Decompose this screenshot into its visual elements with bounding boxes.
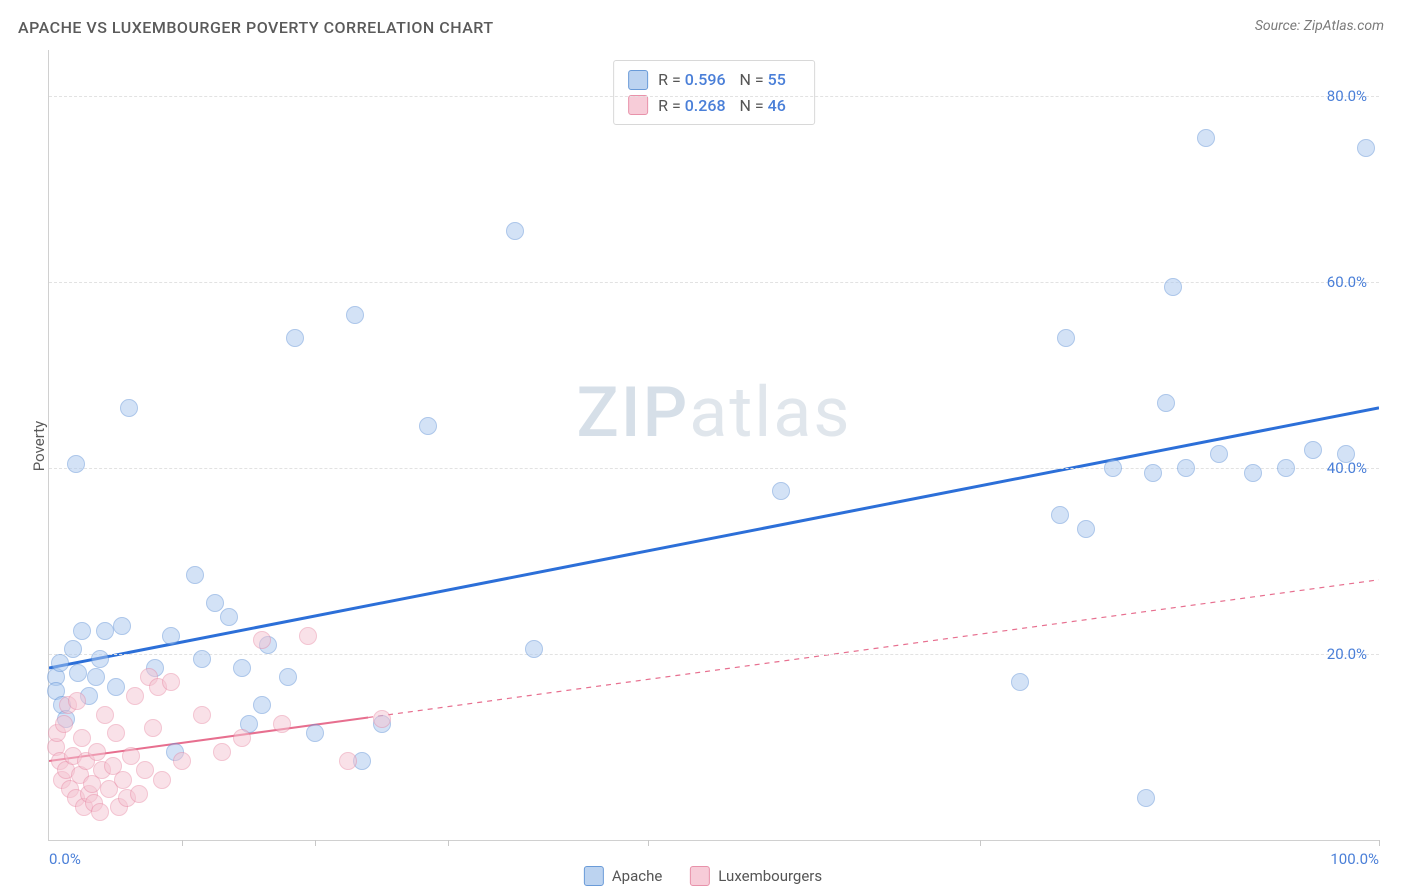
scatter-point <box>525 640 543 658</box>
legend-swatch <box>690 866 710 886</box>
watermark: ZIPatlas <box>577 372 852 454</box>
gridline-horizontal <box>49 96 1379 97</box>
correlation-legend: R = 0.596N = 55R = 0.268N = 46 <box>613 60 815 125</box>
scatter-point <box>136 761 154 779</box>
scatter-point <box>144 719 162 737</box>
scatter-plot-area: ZIPatlas R = 0.596N = 55R = 0.268N = 46 … <box>48 50 1379 841</box>
scatter-point <box>96 706 114 724</box>
scatter-point <box>213 743 231 761</box>
scatter-point <box>68 692 86 710</box>
scatter-point <box>186 566 204 584</box>
x-tick-minor <box>448 840 449 846</box>
x-tick-minor <box>182 840 183 846</box>
scatter-point <box>220 608 238 626</box>
scatter-point <box>114 771 132 789</box>
legend-stats-text: R = 0.596N = 55 <box>658 67 800 93</box>
scatter-point <box>1164 278 1182 296</box>
scatter-point <box>120 399 138 417</box>
scatter-point <box>126 687 144 705</box>
scatter-point <box>69 664 87 682</box>
legend-label: Apache <box>612 867 662 885</box>
scatter-point <box>1210 445 1228 463</box>
y-tick-label: 80.0% <box>1327 87 1367 105</box>
x-tick-minor <box>1379 840 1380 846</box>
scatter-point <box>279 668 297 686</box>
x-tick-minor <box>315 840 316 846</box>
scatter-point <box>346 306 364 324</box>
legend-item: Luxembourgers <box>690 866 822 886</box>
scatter-point <box>1051 506 1069 524</box>
scatter-point <box>91 803 109 821</box>
scatter-point <box>67 455 85 473</box>
scatter-point <box>1157 394 1175 412</box>
scatter-point <box>233 659 251 677</box>
scatter-point <box>130 785 148 803</box>
x-tick-minor <box>980 840 981 846</box>
scatter-point <box>1011 673 1029 691</box>
scatter-point <box>253 631 271 649</box>
scatter-point <box>107 724 125 742</box>
y-axis-label: Poverty <box>30 421 48 471</box>
scatter-point <box>339 752 357 770</box>
x-tick-minor <box>648 840 649 846</box>
scatter-point <box>96 622 114 640</box>
scatter-point <box>88 743 106 761</box>
scatter-point <box>373 710 391 728</box>
scatter-point <box>162 627 180 645</box>
scatter-point <box>91 650 109 668</box>
source-attribution: Source: ZipAtlas.com <box>1255 18 1384 34</box>
scatter-point <box>113 617 131 635</box>
scatter-point <box>299 627 317 645</box>
scatter-point <box>1277 459 1295 477</box>
scatter-point <box>51 654 69 672</box>
scatter-point <box>306 724 324 742</box>
scatter-point <box>193 706 211 724</box>
gridline-horizontal <box>49 654 1379 655</box>
scatter-point <box>55 715 73 733</box>
scatter-point <box>1177 459 1195 477</box>
scatter-point <box>1144 464 1162 482</box>
scatter-point <box>273 715 291 733</box>
scatter-point <box>173 752 191 770</box>
scatter-point <box>1357 139 1375 157</box>
scatter-point <box>87 668 105 686</box>
legend-swatch <box>628 95 648 115</box>
scatter-point <box>253 696 271 714</box>
scatter-point <box>506 222 524 240</box>
scatter-point <box>419 417 437 435</box>
scatter-point <box>1337 445 1355 463</box>
y-tick-label: 20.0% <box>1327 645 1367 663</box>
series-legend: Apache Luxembourgers <box>584 866 822 886</box>
scatter-point <box>1057 329 1075 347</box>
scatter-point <box>107 678 125 696</box>
scatter-point <box>286 329 304 347</box>
scatter-point <box>193 650 211 668</box>
legend-item: Apache <box>584 866 662 886</box>
scatter-point <box>153 771 171 789</box>
scatter-point <box>1244 464 1262 482</box>
scatter-point <box>1197 129 1215 147</box>
scatter-point <box>73 622 91 640</box>
watermark-zip: ZIP <box>577 372 690 454</box>
scatter-point <box>1137 789 1155 807</box>
legend-swatch <box>584 866 604 886</box>
x-tick-label: 0.0% <box>49 850 81 868</box>
scatter-point <box>1104 459 1122 477</box>
legend-stats-row: R = 0.596N = 55 <box>628 67 800 93</box>
y-tick-label: 60.0% <box>1327 273 1367 291</box>
scatter-point <box>64 640 82 658</box>
scatter-point <box>162 673 180 691</box>
scatter-point <box>1304 441 1322 459</box>
scatter-point <box>73 729 91 747</box>
chart-title: APACHE VS LUXEMBOURGER POVERTY CORRELATI… <box>18 18 494 37</box>
scatter-point <box>233 729 251 747</box>
scatter-point <box>1077 520 1095 538</box>
watermark-atlas: atlas <box>689 372 851 454</box>
legend-swatch <box>628 70 648 90</box>
scatter-point <box>772 482 790 500</box>
x-tick-label: 100.0% <box>1330 850 1379 868</box>
legend-label: Luxembourgers <box>718 867 822 885</box>
